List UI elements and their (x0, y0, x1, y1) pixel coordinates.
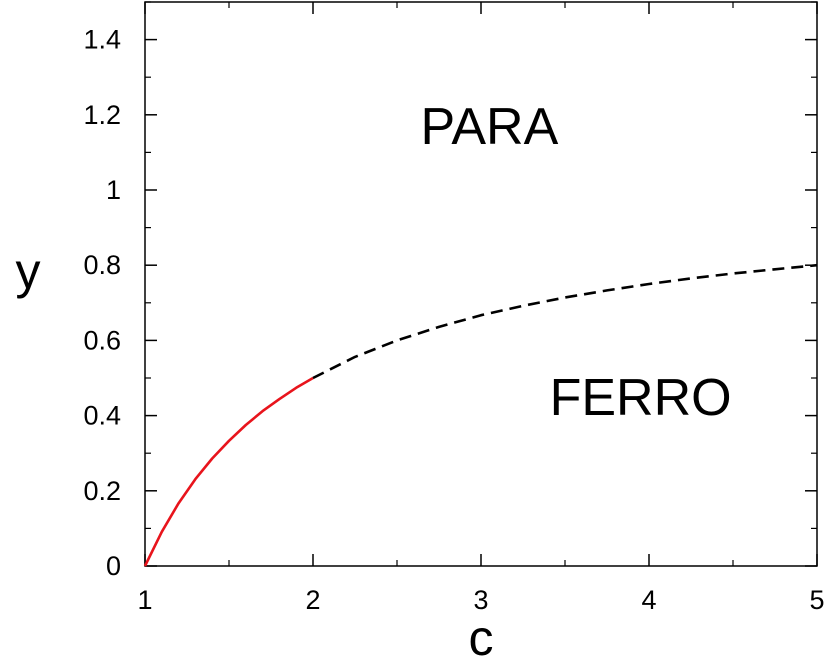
major-ticks (144, 2, 818, 567)
x-tick-label: 2 (305, 585, 320, 615)
series-line-dashed (312, 263, 818, 380)
y-tick-label: 0.4 (83, 401, 121, 431)
x-tick-label: 3 (473, 585, 488, 615)
y-tick-label: 1.2 (83, 100, 121, 130)
y-tick-label: 0 (106, 551, 121, 581)
y-tick-label: 0.2 (83, 476, 121, 506)
plot-frame (144, 1, 818, 567)
region-label-para: PARA (421, 98, 559, 156)
x-axis-title: c (469, 610, 494, 666)
x-tick-label: 1 (137, 585, 152, 615)
x-tick-label: 4 (641, 585, 656, 615)
y-tick-label: 1 (106, 175, 121, 205)
series-line-solid (143, 376, 314, 567)
series-layer (143, 263, 818, 567)
x-tick-labels: 1 2 3 4 5 (137, 585, 824, 615)
y-tick-label: 1.4 (83, 25, 121, 55)
annotation-layer: PARA FERRO (421, 98, 732, 427)
y-tick-label: 0.6 (83, 325, 121, 355)
y-tick-labels: 0 0.2 0.4 0.6 0.8 1 1.2 1.4 (83, 25, 121, 581)
region-label-ferro: FERRO (550, 369, 732, 427)
x-tick-label: 5 (809, 585, 824, 615)
y-tick-label: 0.8 (83, 250, 121, 280)
minor-ticks (145, 1, 817, 566)
y-axis-title: y (16, 243, 41, 299)
